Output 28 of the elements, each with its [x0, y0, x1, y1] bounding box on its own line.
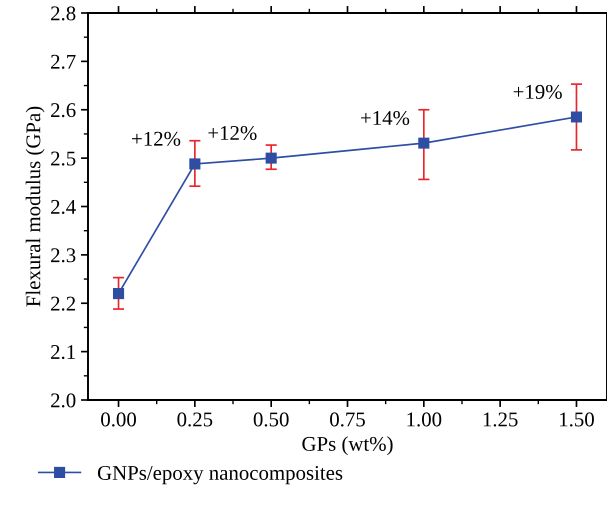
y-axis-title: Flexural modulus (GPa): [26, 106, 45, 307]
point: [266, 152, 277, 164]
point: [189, 158, 200, 170]
x-tick-label: 1.00: [407, 412, 442, 427]
annotation: +12%: [132, 132, 180, 146]
legend-label: GNPs/epoxy nanocomposites: [98, 466, 342, 484]
x-tick-label: 0.25: [177, 412, 212, 427]
y-tick-label: 2.8: [51, 6, 76, 21]
y-tick-label: 2.4: [51, 200, 76, 214]
annotation: +14%: [361, 110, 410, 126]
y-tick-label: 2.7: [51, 54, 76, 69]
point: [418, 138, 430, 149]
y-tick-label: 2.5: [51, 152, 76, 166]
annotation: +12%: [208, 126, 257, 140]
y-tick-label: 2.6: [51, 103, 76, 118]
x-tick-label: 1.25: [484, 412, 518, 427]
y-tick-label: 2.2: [51, 296, 76, 311]
x-tick-label: 0.75: [330, 412, 365, 427]
annotation: +19%: [514, 84, 562, 99]
y-tick-label: 2.1: [51, 345, 75, 360]
x-tick-label: 0.00: [101, 412, 136, 427]
y-tick-label: 2.0: [51, 393, 76, 408]
point: [112, 288, 124, 300]
x-tick-label: 0.50: [254, 412, 289, 427]
point: [570, 111, 582, 123]
x-tick-label: 1.50: [560, 412, 594, 427]
y-tick-label: 2.3: [51, 248, 76, 262]
x-axis-title: GPs (wt%): [302, 436, 393, 456]
